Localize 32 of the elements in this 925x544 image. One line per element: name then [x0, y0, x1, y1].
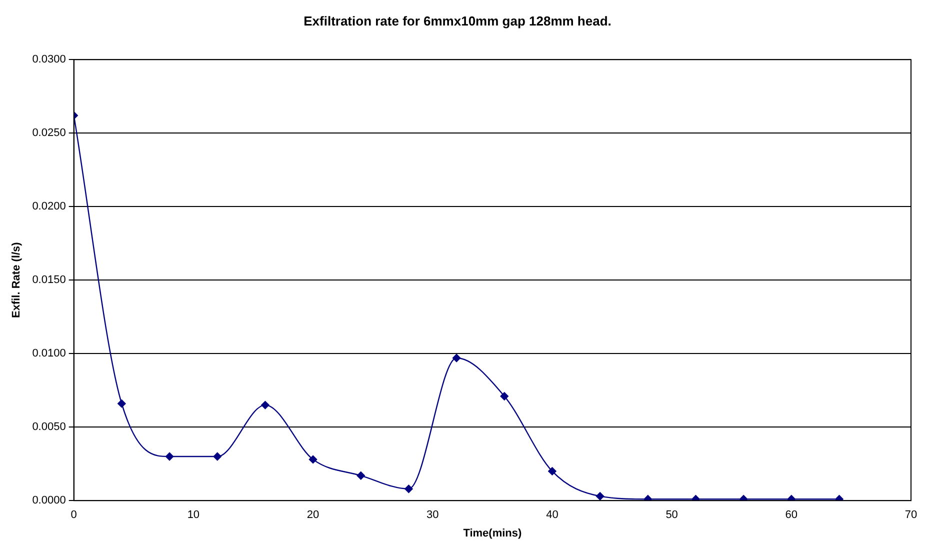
point	[308, 455, 318, 464]
y-tick-label: 0.0100	[32, 348, 66, 360]
y-tick-label: 0.0050	[32, 421, 66, 434]
point	[213, 452, 222, 461]
point	[404, 484, 413, 493]
x-tick-label: 40	[546, 509, 558, 522]
point	[692, 495, 700, 501]
x-tick-label: 60	[785, 509, 798, 522]
y-tick-label: 0.0200	[32, 200, 66, 213]
point	[548, 467, 556, 476]
y-tick-label: 0.0250	[32, 127, 66, 140]
x-tick-label: 20	[306, 509, 320, 522]
point	[118, 399, 126, 408]
point	[644, 495, 652, 501]
point	[452, 354, 461, 362]
point	[596, 492, 604, 500]
x-tick-label: 50	[666, 509, 678, 522]
x-tick-label: 0	[70, 509, 77, 522]
point	[500, 392, 508, 400]
point	[165, 452, 174, 461]
y-tick-label: 0.0000	[32, 494, 66, 507]
y-tick-label: 0.0300	[32, 54, 66, 66]
x-tick-label: 70	[904, 509, 918, 522]
x-tick-label: 30	[426, 509, 439, 522]
x-axis-title: Time(mins)	[463, 527, 522, 540]
point	[261, 400, 270, 410]
chart-title: Exfiltration rate for 6mmx10mm gap 128mm head.	[304, 13, 612, 28]
y-axis-title: Exfil. Rate (l/s)	[10, 242, 23, 318]
x-tick-label: 10	[187, 509, 200, 522]
y-tick-label: 0.0150	[32, 274, 66, 286]
point	[835, 495, 844, 501]
point	[356, 472, 365, 480]
